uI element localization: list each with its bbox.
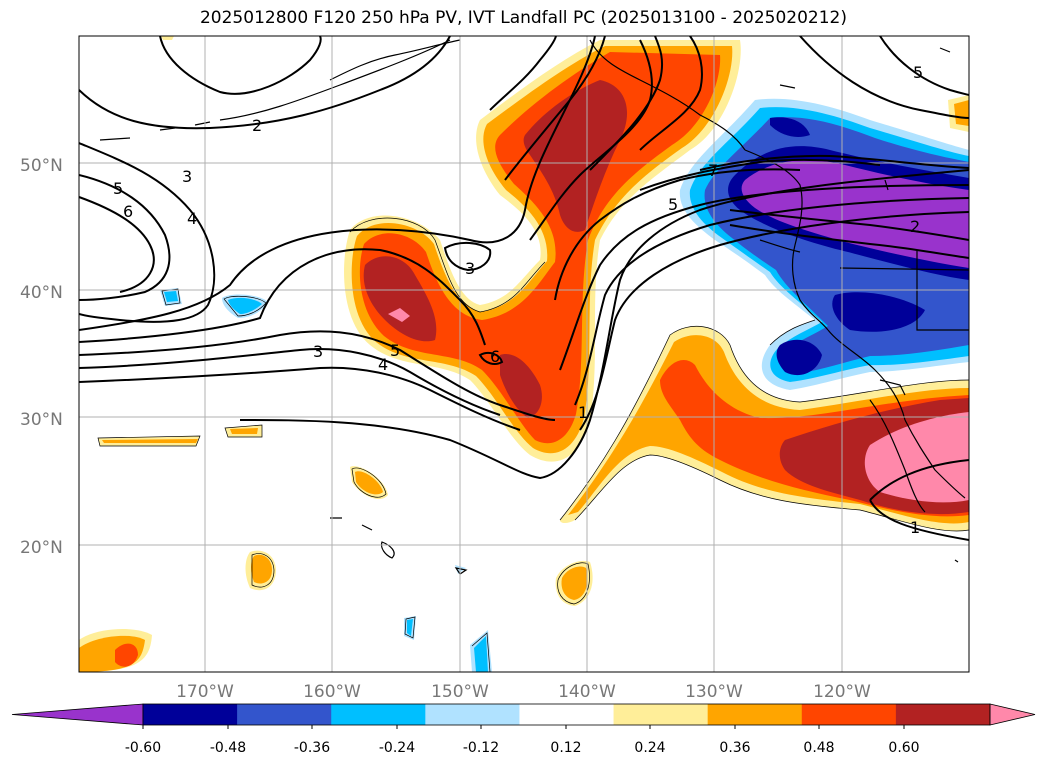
- colorbar-bin: [237, 704, 332, 725]
- pv-label: 7: [708, 161, 718, 180]
- lon-tick-label: 120°W: [813, 682, 871, 702]
- colorbar-bin: [331, 704, 426, 725]
- graticule: [79, 36, 969, 672]
- colorbar-tick-label: -0.36: [294, 740, 330, 756]
- lon-tick-labels: 170°W 160°W 150°W 140°W 130°W 120°W: [176, 682, 871, 702]
- colorbar-bin: [143, 704, 238, 725]
- shading-outlines: [97, 217, 969, 672]
- ivt-positive-plume-north: [344, 40, 741, 462]
- colorbar-tick-label: -0.48: [210, 740, 246, 756]
- pv-label: 5: [113, 179, 123, 198]
- colorbar-bin: [801, 704, 897, 725]
- pv-contour-labels: 2 2 3 3 3 4 4 5 5 5 5 6 6 7 1 1: [113, 63, 923, 537]
- coastlines: [99, 39, 969, 575]
- lat-tick-label: 50°N: [20, 156, 63, 176]
- colorbar-bin: [425, 704, 520, 725]
- lat-tick-label: 20°N: [20, 538, 63, 558]
- colorbar-tick-label: -0.12: [463, 740, 499, 756]
- lon-tick-label: 160°W: [303, 682, 361, 702]
- pv-label: 3: [465, 259, 475, 278]
- pv-label: 1: [910, 518, 920, 537]
- lat-tick-label: 30°N: [20, 410, 63, 430]
- lon-tick-label: 140°W: [558, 682, 616, 702]
- ivt-positive-patches: [79, 36, 969, 672]
- colorbar-tick-label: 0.36: [719, 740, 750, 756]
- map-panel: 2 2 3 3 3 4 4 5 5 5 5 6 6 7 1 1: [79, 36, 969, 672]
- pv-label: 5: [668, 195, 678, 214]
- pv-label: 2: [252, 116, 262, 135]
- pv-label: 4: [378, 355, 388, 374]
- lat-tick-label: 40°N: [20, 283, 63, 303]
- colorbar-bin: [707, 704, 803, 725]
- ivt-positive-plume-south: [560, 326, 969, 531]
- pv-label: 1: [578, 403, 588, 422]
- chart-title: 2025012800 F120 250 hPa PV, IVT Landfall…: [199, 8, 847, 28]
- colorbar-tick-label: 0.12: [550, 740, 581, 756]
- pv-label: 4: [187, 209, 197, 228]
- colorbar-tick-label: 0.48: [803, 740, 834, 756]
- lat-tick-labels: 20°N 30°N 40°N 50°N: [20, 156, 63, 558]
- pv-label: 3: [182, 167, 192, 186]
- colorbar-tick-label: 0.24: [634, 740, 665, 756]
- colorbar-bin: [613, 704, 709, 725]
- pv-label: 3: [313, 342, 323, 361]
- colorbar: -0.60 -0.48 -0.36 -0.24 -0.12 0.12 0.24 0.36 0.4…: [11, 703, 1036, 756]
- lon-tick-label: 170°W: [176, 682, 234, 702]
- pv-label: 6: [123, 202, 133, 221]
- colorbar-bin: [895, 704, 991, 725]
- pv-label: 6: [490, 347, 500, 366]
- pv-label: 2: [910, 217, 920, 236]
- pv-contours: [79, 36, 969, 541]
- pv-label: 5: [390, 341, 400, 360]
- colorbar-tick-label: -0.24: [379, 740, 415, 756]
- colorbar-extend-min: [11, 703, 144, 726]
- pv-label: 5: [913, 63, 923, 82]
- colorbar-tick-label: 0.60: [888, 740, 919, 756]
- colorbar-bin: [519, 704, 615, 725]
- lon-tick-label: 130°W: [685, 682, 743, 702]
- map-frame: [78, 35, 970, 673]
- colorbar-tick-label: -0.60: [125, 740, 161, 756]
- lon-tick-label: 150°W: [431, 682, 489, 702]
- colorbar-extend-max: [989, 703, 1036, 726]
